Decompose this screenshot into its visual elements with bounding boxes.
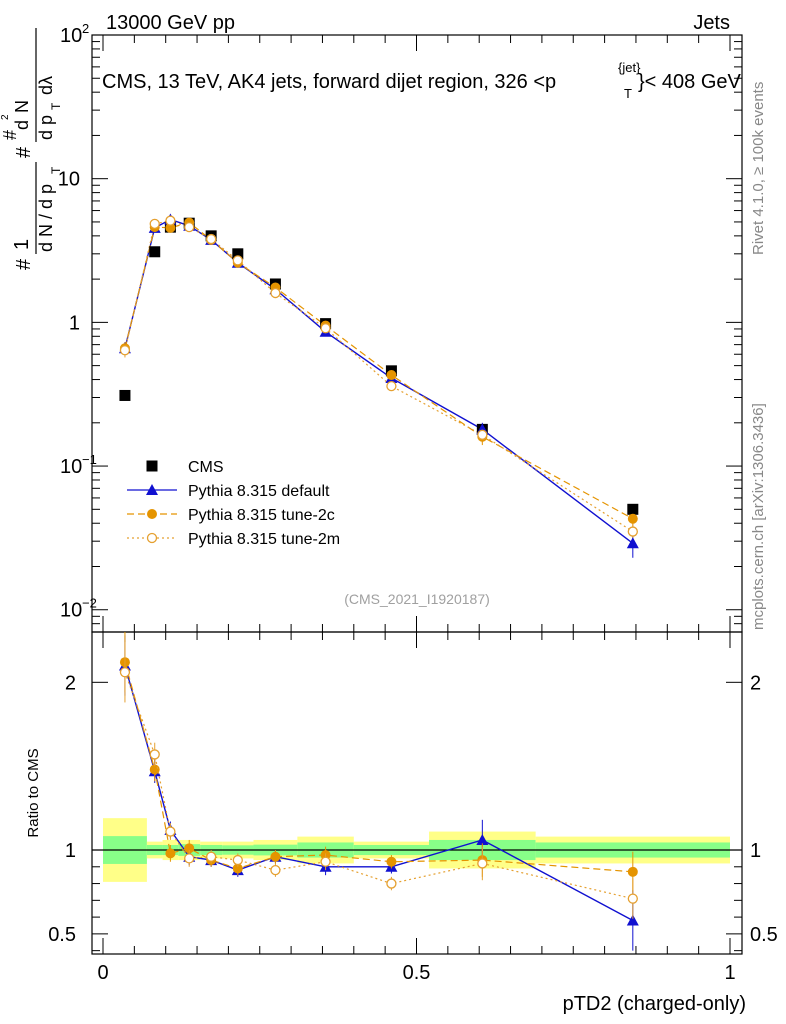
ratio-point-tune2c: [270, 851, 281, 862]
point-tune2m: [320, 323, 331, 334]
point-tune2c: [627, 513, 638, 524]
ratio-panel-frame: [91, 631, 743, 955]
ratio-y-tick-label-right: 1: [750, 840, 761, 862]
ylabel-frac2-num: d: [12, 120, 32, 130]
cms-point: [232, 248, 244, 260]
ratio-point-tune2m: [119, 667, 131, 678]
ylabel-dlambda: dλ: [36, 76, 56, 95]
main-title: CMS, 13 TeV, AK4 jets, forward dijet reg…: [102, 60, 742, 101]
legend-label-tune2m: Pythia 8.315 tune-2m: [188, 531, 340, 548]
ratio-y-tick-label: 1: [65, 840, 76, 862]
ratio-point-tune2c: [184, 843, 195, 854]
category-label: Jets: [693, 12, 730, 34]
ratio-point-tune2c: [165, 848, 176, 859]
cms-point: [119, 389, 131, 401]
point-tune2m: [232, 255, 243, 266]
ratio-point-tune2m: [320, 856, 331, 867]
rivet-version-label: Rivet 4.1.0, ≥ 100k events: [750, 82, 767, 255]
point-tune2m: [119, 345, 131, 356]
cms-point: [627, 503, 639, 515]
ratio-point-tune2m: [165, 826, 176, 837]
legend-marker-tune2m: [146, 532, 158, 544]
point-tune2m: [184, 221, 195, 233]
point-tune2m: [627, 526, 638, 537]
point-tune2m: [206, 233, 217, 245]
ylabel-frac1-den: d N / d p: [36, 184, 56, 252]
ratio-point-tune2m: [206, 851, 217, 862]
main-series-layer: [118, 213, 639, 558]
ylabel-frac1-num: 1: [11, 239, 33, 250]
title-end: }< 408 GeV: [638, 71, 742, 93]
main-y-tick-exponent: −1: [82, 452, 97, 467]
legend-marker-default: [146, 484, 158, 495]
ylabel-frac2-sub: T: [49, 102, 63, 110]
x-tick-label: 0.5: [403, 962, 431, 984]
x-axis: 0 0.5 1: [97, 35, 736, 984]
main-y-tick-label: 10: [60, 456, 82, 478]
ylabel-hash1: #: [13, 258, 35, 270]
ratio-y-tick-label-right: 0.5: [750, 924, 778, 946]
ratio-point-tune2m: [477, 858, 488, 869]
x-axis-label: pTD2 (charged-only): [563, 993, 746, 1015]
ratio-y-tick-label-right: 2: [750, 672, 761, 694]
x-tick-label: 0: [97, 962, 108, 984]
point-tune2c: [386, 370, 397, 381]
ratio-point-tune2m: [627, 893, 638, 904]
ratio-series-layer: [118, 632, 639, 951]
ratio-point-tune2m: [184, 853, 195, 864]
ylabel-N: N: [12, 100, 32, 113]
y-axis-label-main: # 1 d N / d p T # # d 2 N d p T dλ: [0, 28, 63, 270]
point-tune2c: [165, 222, 176, 233]
title-superscript: {jet}: [618, 60, 641, 75]
main-y-tick-exponent: −2: [82, 596, 97, 611]
main-y-tick-label: 10: [58, 169, 80, 191]
analysis-id-label: (CMS_2021_I1920187): [344, 591, 490, 607]
ylabel-hash2: #: [13, 146, 35, 158]
ratio-y-label: Ratio to CMS: [25, 748, 42, 837]
ratio-y-axis: 2 2 1 1 0.5 0.5: [48, 672, 778, 952]
main-y-tick-label: 10: [60, 25, 82, 47]
cms-point: [149, 246, 161, 258]
ylabel-frac1-sub: T: [49, 166, 63, 174]
ratio-point-tune2m: [386, 878, 397, 889]
x-tick-label: 1: [724, 962, 735, 984]
legend-label-default: Pythia 8.315 default: [188, 483, 330, 500]
legend-label-cms: CMS: [188, 459, 224, 476]
ratio-line-tune2m: [124, 672, 633, 900]
mcplots-label: mcplots.cern.ch [arXiv:1306.3436]: [750, 403, 767, 630]
main-y-tick-label: 1: [69, 312, 80, 334]
ratio-y-tick-label: 2: [65, 672, 76, 694]
point-tune2m: [149, 218, 160, 229]
ratio-y-tick-label: 0.5: [48, 924, 76, 946]
ratio-point-tune2m: [149, 749, 160, 760]
ratio-point-default: [626, 914, 639, 926]
ylabel-frac2-den: d p: [36, 115, 56, 140]
beam-label: 13000 GeV pp: [106, 12, 235, 34]
ratio-point-tune2m: [232, 854, 243, 866]
legend-label-tune2c: Pythia 8.315 tune-2c: [188, 507, 335, 524]
point-tune2m: [270, 287, 281, 299]
main-y-tick-exponent: 2: [82, 21, 89, 36]
main-y-tick-label: 10: [60, 600, 82, 622]
legend-marker-tune2c: [147, 509, 157, 519]
point-tune2m: [477, 429, 488, 440]
ratio-line-default: [124, 665, 634, 922]
ratio-point-tune2c: [232, 863, 243, 874]
title-subscript: T: [624, 86, 632, 101]
point-default: [626, 537, 639, 549]
point-tune2m: [386, 380, 397, 392]
ratio-point-tune2c: [386, 856, 397, 867]
point-tune2m: [165, 215, 176, 226]
legend-marker-cms: [146, 460, 158, 472]
ylabel-sup2: 2: [0, 114, 11, 120]
legend: CMS Pythia 8.315 default Pythia 8.315 tune…: [127, 459, 340, 548]
ylabel-hash3: #: [0, 130, 20, 140]
title-text: CMS, 13 TeV, AK4 jets, forward dijet reg…: [102, 71, 556, 93]
ratio-point-default: [476, 833, 489, 845]
ratio-point-tune2c: [627, 866, 638, 877]
ratio-point-tune2m: [270, 864, 281, 876]
